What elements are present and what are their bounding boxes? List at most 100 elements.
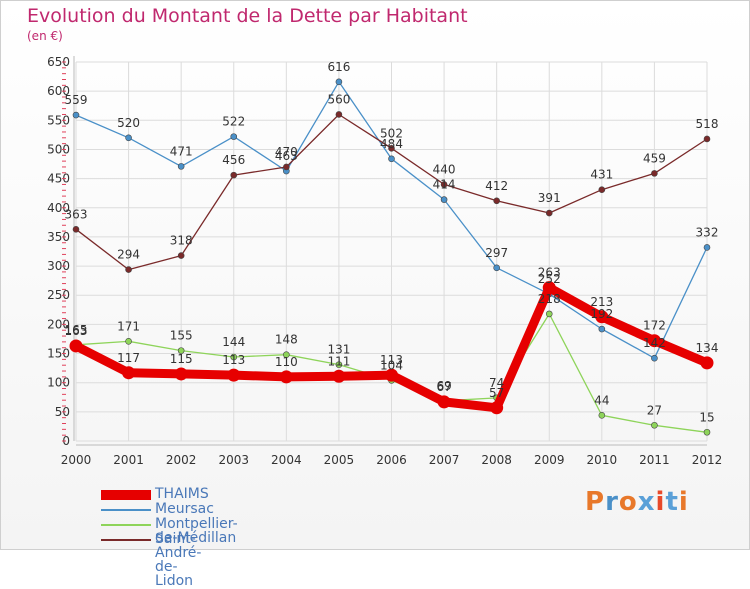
y-tick-label: 400: [47, 201, 70, 215]
logo-letter: x: [637, 487, 656, 517]
data-label-saint-andre-de-lidon: 431: [590, 168, 613, 182]
data-label-thaims: 172: [643, 319, 666, 333]
data-point-meursac: [177, 163, 185, 170]
data-point-saint-andre-de-lidon: [177, 252, 185, 259]
data-label-meursac: 192: [590, 307, 613, 321]
x-tick-label: 2007: [429, 453, 460, 467]
data-label-thaims: 117: [117, 351, 140, 365]
data-label-thaims: 263: [538, 266, 561, 280]
x-tick-label: 2009: [534, 453, 565, 467]
data-point-thaims: [437, 395, 451, 409]
data-label-montpellier-de-medillan: 69: [436, 379, 451, 393]
data-label-montpellier-de-medillan: 218: [538, 292, 561, 306]
logo-letter: i: [655, 487, 666, 517]
data-label-meursac: 522: [222, 115, 245, 129]
legend-swatch-saint-andre: [101, 539, 151, 541]
data-label-saint-andre-de-lidon: 456: [222, 153, 245, 167]
x-tick-label: 2004: [271, 453, 302, 467]
grid-lines: [75, 61, 708, 442]
logo-letter: o: [618, 487, 638, 517]
logo-letter: P: [585, 487, 606, 517]
y-tick-label: 650: [47, 55, 70, 69]
data-label-saint-andre-de-lidon: 318: [170, 234, 193, 248]
data-label-meursac: 463: [275, 149, 298, 163]
data-label-thaims: 113: [222, 353, 245, 367]
x-tick-label: 2002: [166, 453, 197, 467]
data-point-montpellier-de-medillan: [598, 412, 606, 419]
data-point-saint-andre-de-lidon: [703, 135, 711, 143]
y-tick-label: 300: [47, 259, 70, 273]
data-label-montpellier-de-medillan: 155: [170, 329, 193, 343]
data-point-thaims: [385, 368, 398, 382]
data-labels-layer: 559 520 471 522 463 616 484 414 297 252 192 142 332 3…: [65, 60, 719, 424]
x-tick-label: 2008: [481, 453, 512, 467]
data-point-thaims: [174, 367, 188, 381]
data-point-meursac: [651, 354, 658, 362]
data-point-saint-andre-de-lidon: [493, 197, 500, 205]
chart-title: Evolution du Montant de la Dette par Hab…: [27, 5, 468, 27]
data-label-montpellier-de-medillan: 27: [647, 403, 662, 417]
y-tick-label: 200: [47, 317, 70, 331]
x-tick-label: 2006: [376, 453, 407, 467]
logo-letter: r: [605, 487, 619, 517]
data-point-meursac: [230, 133, 238, 140]
data-point-meursac: [493, 264, 500, 272]
data-point-saint-andre-de-lidon: [598, 186, 606, 193]
data-label-montpellier-de-medillan: 104: [380, 358, 403, 372]
data-point-meursac: [703, 244, 711, 251]
data-point-thaims: [69, 339, 83, 353]
y-tick-label: 150: [47, 347, 70, 361]
x-tick-label: 2011: [639, 453, 670, 467]
data-label-thaims: 113: [380, 353, 403, 367]
data-label-montpellier-de-medillan: 144: [222, 335, 245, 349]
data-point-thaims: [490, 401, 504, 415]
data-point-saint-andre-de-lidon: [125, 266, 132, 273]
data-point-montpellier-de-medillan: [230, 353, 238, 361]
data-label-saint-andre-de-lidon: 440: [433, 162, 456, 176]
data-label-thaims: 57: [489, 386, 504, 400]
data-point-thaims: [227, 368, 241, 382]
data-label-meursac: 297: [485, 246, 508, 260]
data-point-thaims: [647, 334, 661, 348]
y-tick-label: 450: [47, 172, 70, 186]
y-tick-label: 350: [47, 230, 70, 244]
data-point-meursac: [72, 111, 80, 119]
legend-label-saint-andre: Saint-André-de-Lidon: [155, 531, 202, 589]
data-point-thaims: [279, 370, 293, 384]
data-label-montpellier-de-medillan: 15: [699, 410, 714, 424]
data-label-saint-andre-de-lidon: 518: [696, 117, 719, 131]
chart-plot: 0501001502002503003504004505005506006502…: [47, 55, 722, 467]
legend-swatch-montpellier: [101, 524, 151, 526]
y-tick-label: 250: [47, 288, 70, 302]
legend-label-montpellier: Montpellier-de-Médillan: [155, 516, 238, 546]
data-point-saint-andre-de-lidon: [230, 171, 238, 179]
data-label-meursac: 520: [117, 116, 140, 130]
legend-label-meursac: Meursac: [155, 501, 214, 517]
data-label-meursac: 252: [538, 272, 561, 286]
data-point-thaims: [595, 310, 609, 324]
data-label-montpellier-de-medillan: 131: [327, 343, 350, 357]
data-label-meursac: 332: [696, 225, 719, 239]
data-label-meursac: 559: [65, 93, 88, 107]
y-tick-label: 0: [62, 434, 70, 448]
data-point-montpellier-de-medillan: [283, 351, 290, 359]
data-label-thaims: 111: [327, 354, 350, 368]
data-label-meursac: 414: [433, 178, 456, 192]
legend-label-thaims: THAIMS: [155, 486, 209, 502]
logo-letter: i: [678, 487, 689, 517]
data-label-meursac: 142: [643, 336, 666, 350]
data-point-thaims: [122, 366, 136, 380]
chart-unit-label: (en €): [27, 29, 63, 43]
y-tick-label: 500: [47, 142, 70, 156]
data-label-montpellier-de-medillan: 44: [594, 393, 609, 407]
series-layer: [69, 78, 714, 436]
data-label-meursac: 484: [380, 137, 403, 151]
data-point-saint-andre-de-lidon: [545, 209, 553, 217]
data-point-saint-andre-de-lidon: [388, 144, 395, 152]
logo-letter: t: [665, 487, 679, 517]
data-label-saint-andre-de-lidon: 560: [327, 92, 350, 106]
x-tick-label: 2000: [61, 453, 92, 467]
data-label-saint-andre-de-lidon: 470: [275, 145, 298, 159]
data-label-meursac: 616: [327, 60, 350, 74]
